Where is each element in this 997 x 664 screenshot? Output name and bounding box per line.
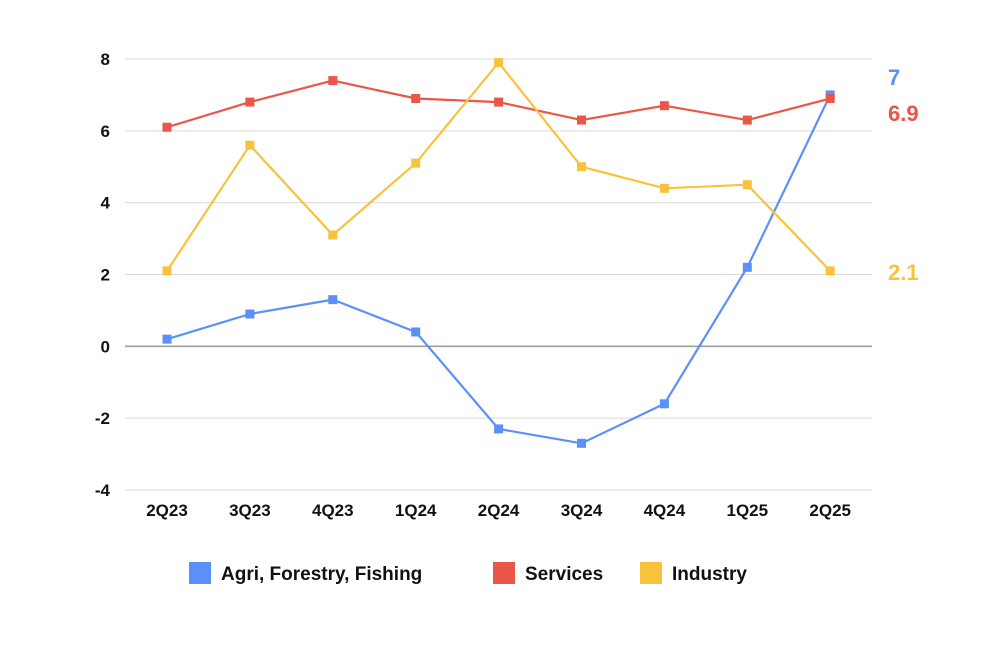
y-tick-label: -4 bbox=[95, 481, 111, 500]
y-tick-label: 6 bbox=[101, 122, 110, 141]
legend-label: Services bbox=[525, 564, 603, 585]
y-tick-label: -2 bbox=[95, 409, 110, 428]
x-tick-label: 1Q24 bbox=[395, 501, 437, 520]
gridlines bbox=[125, 58, 872, 491]
x-tick-label: 1Q25 bbox=[727, 501, 769, 520]
end-labels: 7 6.9 2.1 bbox=[888, 65, 919, 285]
data-point bbox=[328, 230, 338, 240]
legend-item: Services bbox=[493, 562, 603, 585]
data-point bbox=[411, 158, 421, 168]
series-lines bbox=[162, 58, 835, 448]
x-tick-label: 4Q23 bbox=[312, 501, 354, 520]
legend-swatch bbox=[493, 562, 515, 584]
data-point bbox=[825, 266, 835, 276]
series-1 bbox=[162, 76, 835, 132]
data-point bbox=[659, 183, 669, 193]
y-tick-label: 0 bbox=[101, 337, 110, 356]
end-value-label: 7 bbox=[888, 65, 900, 90]
data-point bbox=[162, 334, 172, 344]
data-point bbox=[162, 266, 172, 276]
x-tick-label: 3Q24 bbox=[561, 501, 603, 520]
data-point bbox=[825, 94, 835, 104]
legend: Agri, Forestry, Fishing Services Industry bbox=[189, 562, 747, 585]
series-line bbox=[166, 61, 831, 272]
data-point bbox=[328, 295, 338, 305]
axis-labels: -4 -2 0 2 4 6 8 2Q23 3Q23 4Q23 1Q24 2Q24 3Q24 4Q24 1Q2… bbox=[95, 50, 851, 520]
legend-item: Industry bbox=[640, 562, 747, 585]
data-point bbox=[659, 101, 669, 111]
legend-label: Industry bbox=[672, 564, 747, 585]
end-value-label: 2.1 bbox=[888, 260, 919, 285]
legend-label: Agri, Forestry, Fishing bbox=[221, 564, 422, 585]
data-point bbox=[742, 180, 752, 190]
data-point bbox=[577, 162, 586, 172]
legend-item: Agri, Forestry, Fishing bbox=[189, 562, 422, 585]
y-tick-label: 8 bbox=[101, 50, 110, 69]
data-point bbox=[245, 140, 255, 150]
series-line bbox=[166, 94, 832, 445]
x-tick-label: 2Q25 bbox=[809, 501, 851, 520]
data-point bbox=[245, 97, 255, 107]
data-point bbox=[162, 122, 172, 132]
data-point bbox=[494, 424, 504, 434]
data-point bbox=[494, 58, 504, 68]
x-tick-label: 2Q23 bbox=[146, 501, 188, 520]
x-tick-label: 3Q23 bbox=[229, 501, 271, 520]
data-point bbox=[411, 94, 421, 104]
data-point bbox=[494, 97, 504, 107]
data-point bbox=[742, 262, 752, 272]
data-point bbox=[577, 438, 586, 448]
series-2 bbox=[162, 58, 835, 276]
data-point bbox=[411, 327, 421, 337]
y-tick-label: 2 bbox=[101, 266, 110, 285]
series-0 bbox=[162, 90, 835, 448]
x-tick-label: 2Q24 bbox=[478, 501, 520, 520]
legend-swatch bbox=[640, 562, 662, 584]
x-tick-label: 4Q24 bbox=[644, 501, 686, 520]
data-point bbox=[659, 399, 669, 409]
legend-swatch bbox=[189, 562, 211, 584]
y-tick-label: 4 bbox=[101, 194, 111, 213]
data-point bbox=[742, 115, 752, 125]
data-point bbox=[328, 76, 338, 86]
end-value-label: 6.9 bbox=[888, 101, 919, 126]
data-point bbox=[245, 309, 255, 319]
data-point bbox=[577, 115, 586, 125]
